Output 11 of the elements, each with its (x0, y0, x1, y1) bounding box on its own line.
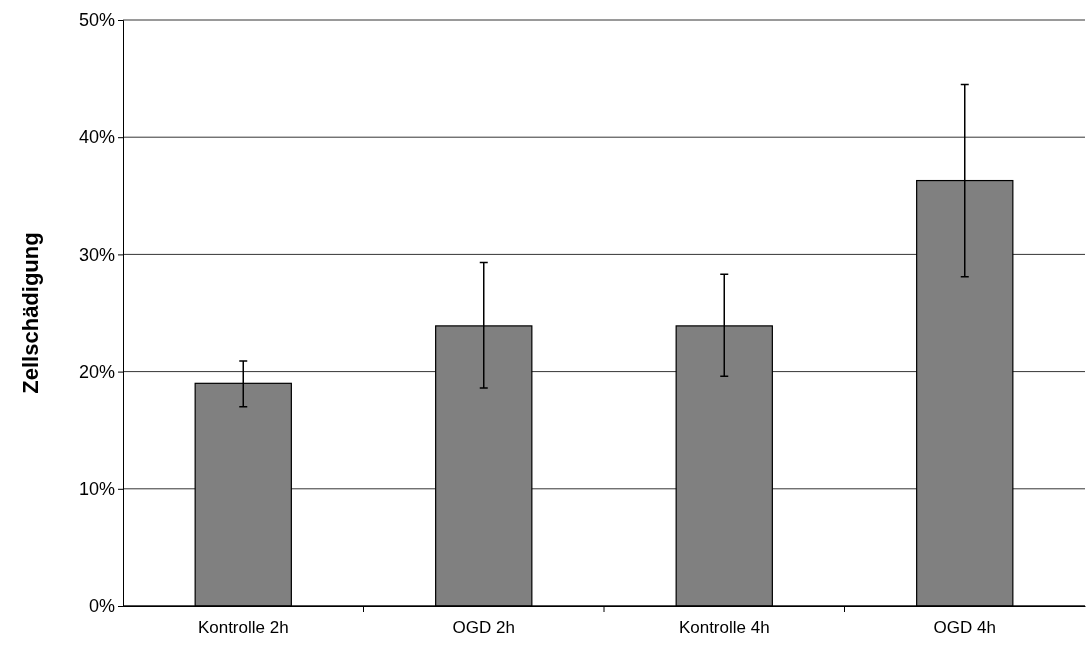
x-tick-label: OGD 4h (933, 617, 996, 637)
y-tick-label: 10% (78, 479, 115, 500)
x-tick-label: Kontrolle 4h (678, 617, 770, 637)
x-tick-label: OGD 2h (452, 617, 515, 637)
y-tick-label: 50% (78, 10, 115, 31)
y-tick-label: 40% (78, 127, 115, 148)
y-axis-title: Zellschädigung (18, 232, 43, 394)
x-tick-label: Kontrolle 2h (197, 617, 289, 637)
y-tick-label: 30% (78, 244, 115, 265)
y-tick-label: 0% (88, 596, 115, 617)
y-tick-label: 20% (78, 361, 115, 382)
